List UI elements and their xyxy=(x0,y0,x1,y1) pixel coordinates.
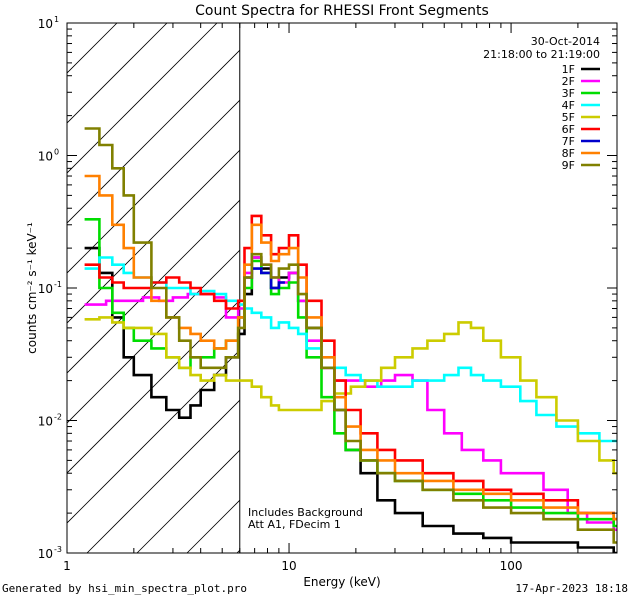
date-label: 30-Oct-2014 xyxy=(531,35,600,48)
y-tick-label: 10 xyxy=(38,282,53,296)
legend-label-6F: 6F xyxy=(562,123,575,136)
annotation-attenuator: Att A1, FDecim 1 xyxy=(248,518,341,531)
legend-label-1F: 1F xyxy=(562,63,575,76)
legend-label-4F: 4F xyxy=(562,99,575,112)
y-tick-exponent: 0 xyxy=(54,148,59,157)
series-3F xyxy=(84,218,617,528)
y-tick-exponent: -2 xyxy=(54,413,62,422)
y-tick-label: 10 xyxy=(38,17,53,31)
footer-timestamp: 17-Apr-2023 18:18 xyxy=(515,582,628,595)
legend-label-5F: 5F xyxy=(562,111,575,124)
y-tick-exponent: 1 xyxy=(54,15,59,24)
time-range-label: 21:18:00 to 21:19:00 xyxy=(483,48,600,61)
legend-label-7F: 7F xyxy=(562,135,575,148)
legend-label-9F: 9F xyxy=(562,159,575,172)
series-4F xyxy=(84,256,617,443)
x-tick-label: 10 xyxy=(281,559,296,573)
y-axis-label: counts cm⁻² s⁻¹ keV⁻¹ xyxy=(25,222,39,354)
y-tick-label: 10 xyxy=(38,547,53,561)
x-tick-labels: 1 10 100 xyxy=(63,559,522,573)
x-tick-label: 1 xyxy=(63,559,71,573)
y-tick-exponent: -3 xyxy=(54,545,62,554)
axis-ticks xyxy=(66,22,618,554)
y-tick-label: 10 xyxy=(38,415,53,429)
y-tick-label: 10 xyxy=(38,150,53,164)
x-tick-label: 100 xyxy=(500,559,523,573)
footer-generated-by: Generated by hsi_min_spectra_plot.pro xyxy=(2,582,248,595)
series-layer xyxy=(84,127,617,553)
y-tick-exponent: -1 xyxy=(54,280,62,289)
x-axis-label: Energy (keV) xyxy=(303,575,380,589)
legend-label-8F: 8F xyxy=(562,147,575,160)
series-5F xyxy=(84,316,617,475)
chart-title: Count Spectra for RHESSI Front Segments xyxy=(195,3,489,19)
legend-label-3F: 3F xyxy=(562,87,575,100)
series-9F xyxy=(84,127,617,544)
annotation-background: Includes Background xyxy=(248,506,363,519)
legend-label-2F: 2F xyxy=(562,75,575,88)
